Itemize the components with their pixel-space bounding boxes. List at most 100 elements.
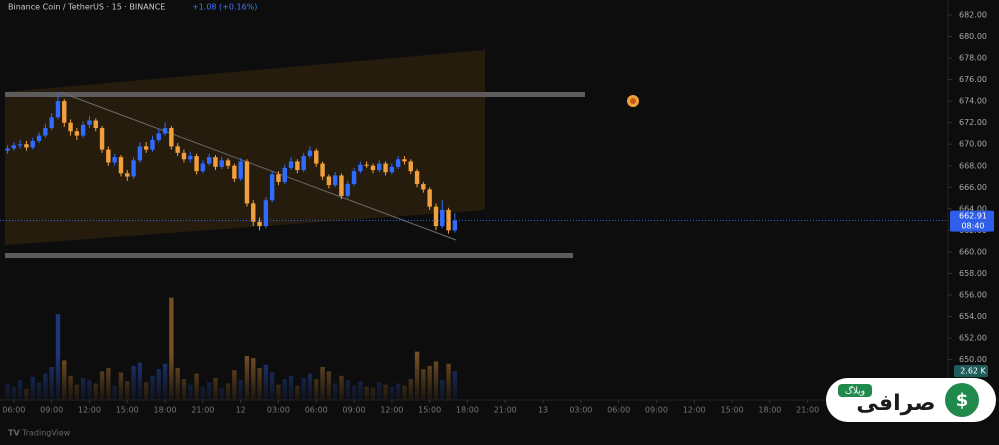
candle-body bbox=[244, 161, 250, 204]
x-tick-label: 12 bbox=[236, 406, 246, 415]
wedge-zone bbox=[5, 50, 485, 245]
y-tick-label: 674.00 bbox=[959, 97, 987, 106]
candle-body bbox=[276, 174, 281, 182]
x-tick-label: 09:00 bbox=[343, 406, 366, 415]
logo-icon-symbol: $ bbox=[956, 390, 969, 411]
candle-body bbox=[162, 128, 168, 134]
candle-body bbox=[251, 203, 256, 222]
volume-bar bbox=[169, 297, 174, 400]
candle-body bbox=[389, 166, 395, 173]
logo-sub: ویلاگ bbox=[845, 385, 865, 397]
y-tick-label: 672.00 bbox=[959, 118, 987, 127]
x-tick-label: 09:00 bbox=[645, 406, 668, 415]
candle-body bbox=[263, 200, 269, 227]
candle-body bbox=[269, 174, 275, 201]
x-tick-label: 12:00 bbox=[380, 406, 403, 415]
candle-body bbox=[30, 140, 35, 148]
brand-mark: TV bbox=[8, 429, 20, 438]
y-tick-label: 670.00 bbox=[959, 140, 987, 149]
y-tick-label: 650.00 bbox=[959, 355, 987, 364]
candle-body bbox=[408, 161, 413, 172]
candle-body bbox=[36, 135, 42, 141]
candle-body bbox=[188, 156, 193, 160]
x-tick-label: 15:00 bbox=[116, 406, 139, 415]
candle-body bbox=[49, 117, 54, 129]
candle-body bbox=[137, 146, 143, 161]
candle-body bbox=[5, 148, 10, 151]
candle-body bbox=[93, 120, 98, 129]
candle-body bbox=[339, 175, 344, 196]
candle-body bbox=[87, 120, 92, 125]
candle-body bbox=[175, 146, 180, 153]
candle-body bbox=[17, 144, 23, 146]
logo: $ صرافی ویلاگ bbox=[826, 378, 996, 422]
y-tick-label: 682.00 bbox=[959, 10, 987, 19]
trend-line bbox=[59, 91, 457, 241]
support-zone bbox=[5, 253, 573, 258]
x-tick-label: 15:00 bbox=[721, 406, 744, 415]
candle-body bbox=[219, 160, 224, 167]
candle-body bbox=[43, 128, 48, 136]
candle-body bbox=[452, 220, 458, 231]
candle-body bbox=[62, 101, 67, 123]
candle-body bbox=[232, 165, 237, 179]
last-price-box bbox=[950, 210, 994, 232]
candle-body bbox=[24, 144, 29, 148]
logo-tag bbox=[838, 384, 872, 397]
x-tick-label: 18:00 bbox=[456, 406, 479, 415]
candle-body bbox=[11, 145, 17, 149]
candle-body bbox=[99, 128, 105, 150]
x-tick-label: 03:00 bbox=[569, 406, 592, 415]
x-tick-label: 21:00 bbox=[191, 406, 214, 415]
logo-icon bbox=[945, 383, 979, 417]
resistance-zone bbox=[5, 92, 585, 97]
candle-body bbox=[238, 161, 243, 179]
y-tick-label: 660.00 bbox=[959, 247, 987, 256]
candle-body bbox=[156, 133, 161, 140]
countdown: 08:40 bbox=[961, 222, 984, 231]
candle-body bbox=[440, 209, 445, 227]
emoji-marker-inner bbox=[630, 98, 636, 104]
candle-body bbox=[68, 122, 73, 132]
x-tick-label: 13 bbox=[538, 406, 548, 415]
candle-body bbox=[314, 150, 319, 164]
candle-body bbox=[194, 156, 199, 172]
candle-body bbox=[301, 156, 306, 171]
x-tick-label: 09:00 bbox=[40, 406, 63, 415]
candle-body bbox=[181, 152, 187, 160]
candle-body bbox=[125, 173, 130, 177]
candle-body bbox=[131, 160, 136, 177]
x-tick-label: 06:00 bbox=[607, 406, 630, 415]
candle-body bbox=[112, 157, 117, 163]
candle-body bbox=[225, 160, 231, 166]
x-tick-label: 03:00 bbox=[267, 406, 290, 415]
x-tick-label: 18:00 bbox=[758, 406, 781, 415]
candle-body bbox=[345, 184, 350, 196]
candle-body bbox=[288, 161, 294, 168]
candles bbox=[5, 92, 458, 234]
candle-body bbox=[307, 150, 313, 157]
y-tick-label: 676.00 bbox=[959, 75, 987, 84]
candle-body bbox=[80, 124, 86, 136]
candle-body bbox=[206, 157, 212, 164]
last-volume-box bbox=[954, 365, 988, 378]
candle-body bbox=[118, 157, 124, 174]
y-tick-label: 664.00 bbox=[959, 204, 987, 213]
symbol-title: Binance Coin / TetherUS · 15 · BINANCE bbox=[8, 3, 165, 12]
candle-body bbox=[320, 163, 325, 177]
candle-body bbox=[395, 159, 401, 167]
candle-body bbox=[143, 146, 149, 150]
x-tick-label: 06:00 bbox=[2, 406, 25, 415]
y-tick-label: 666.00 bbox=[959, 183, 987, 192]
candle-body bbox=[383, 163, 388, 173]
y-tick-label: 658.00 bbox=[959, 269, 987, 278]
candle-body bbox=[106, 149, 111, 163]
candle-body bbox=[295, 161, 300, 171]
candle-body bbox=[282, 167, 287, 182]
candle-body bbox=[364, 164, 369, 166]
brand: TradingView bbox=[21, 429, 71, 438]
price-change: +1.08 (+0.16%) bbox=[192, 3, 257, 12]
candle-body bbox=[150, 139, 155, 150]
y-tick-label: 678.00 bbox=[959, 54, 987, 63]
